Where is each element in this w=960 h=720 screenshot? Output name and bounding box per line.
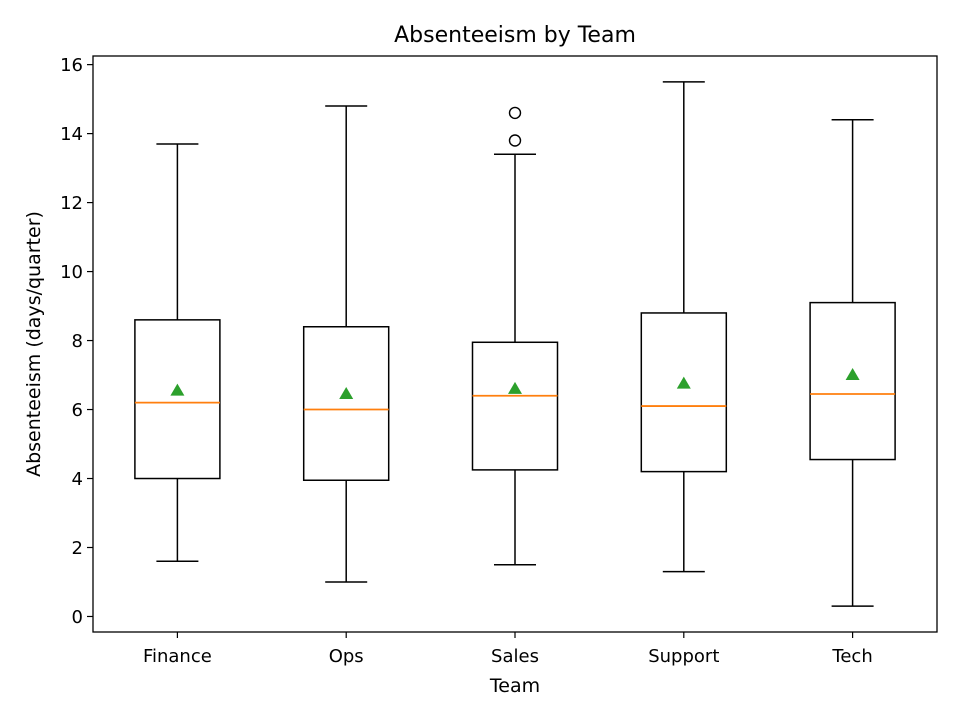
x-tick-label: Support [648, 646, 719, 667]
y-tick-label: 2 [72, 538, 83, 559]
iqr-box [471, 341, 559, 471]
mean-marker [339, 387, 354, 400]
x-tick-label: Ops [329, 646, 364, 667]
y-tick-label: 12 [60, 193, 83, 214]
y-tick-label: 16 [60, 55, 83, 76]
y-tick-label: 10 [60, 262, 83, 283]
y-tick-label: 6 [72, 400, 83, 421]
mean-marker [676, 376, 691, 389]
y-tick-label: 8 [72, 331, 83, 352]
y-axis-label: Absenteeism (days/quarter) [23, 211, 45, 477]
mean-marker [170, 383, 185, 396]
iqr-box [134, 319, 221, 480]
y-tick-label: 0 [72, 607, 83, 628]
x-tick-label: Tech [831, 646, 872, 667]
box-ops [302, 105, 390, 583]
x-tick-label: Finance [143, 646, 212, 667]
y-axis: 0 2 4 6 8 10 12 14 16 [60, 55, 93, 628]
chart-title: Absenteeism by Team [394, 23, 636, 48]
y-tick-label: 4 [72, 469, 83, 490]
box-support [640, 81, 728, 573]
iqr-box [302, 326, 390, 481]
box-tech [809, 119, 896, 607]
outlier-point [508, 134, 522, 147]
iqr-box [640, 312, 728, 473]
mean-marker [845, 368, 860, 381]
plot-area-frame [92, 55, 938, 633]
x-tick-label: Sales [491, 646, 539, 667]
iqr-box [809, 301, 896, 461]
mean-marker [508, 381, 522, 394]
x-axis-label: Team [489, 675, 540, 697]
box-finance [134, 143, 221, 563]
box-sales [471, 106, 559, 566]
x-axis: Finance Ops Sales Support Tech [143, 632, 873, 667]
y-tick-label: 14 [60, 124, 83, 145]
outlier-point [508, 106, 522, 120]
boxes [134, 81, 896, 607]
